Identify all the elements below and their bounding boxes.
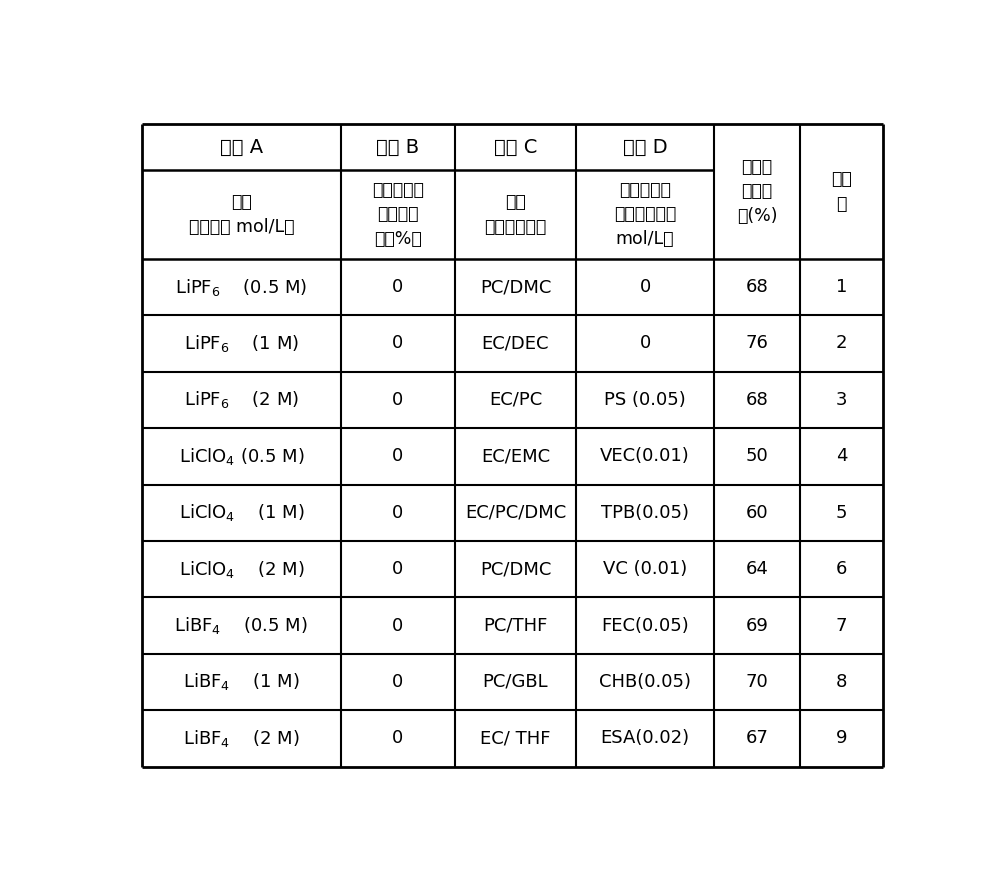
Text: EC/DEC: EC/DEC [482,334,549,353]
Text: 2: 2 [836,334,847,353]
Text: 0: 0 [392,673,403,691]
Text: LiClO$_4$    (1 M): LiClO$_4$ (1 M) [179,502,304,523]
Text: 76: 76 [746,334,768,353]
Text: TPB(0.05): TPB(0.05) [601,504,689,522]
Text: 电池容
量百分
率(%): 电池容 量百分 率(%) [737,158,777,225]
Text: 69: 69 [746,617,768,634]
Text: LiPF$_6$    (1 M): LiPF$_6$ (1 M) [184,333,299,354]
Text: 6: 6 [836,560,847,578]
Text: 锂盐
（摸尔浓 mol/L）: 锂盐 （摸尔浓 mol/L） [189,193,294,235]
Text: EC/EMC: EC/EMC [481,447,550,466]
Text: 0: 0 [392,560,403,578]
Text: 7: 7 [836,617,847,634]
Text: 0: 0 [392,617,403,634]
Text: 0: 0 [639,278,651,296]
Text: LiBF$_4$    (1 M): LiBF$_4$ (1 M) [183,671,300,692]
Text: EC/ THF: EC/ THF [480,730,551,747]
Text: 0: 0 [392,504,403,522]
Text: 含氟化合物
（质量分
数，%）: 含氟化合物 （质量分 数，%） [372,181,424,248]
Text: 1: 1 [836,278,847,296]
Text: ESA(0.02): ESA(0.02) [601,730,690,747]
Text: CHB(0.05): CHB(0.05) [599,673,691,691]
Text: LiBF$_4$    (0.5 M): LiBF$_4$ (0.5 M) [174,615,308,636]
Text: 0: 0 [392,447,403,466]
Text: LiClO$_4$    (2 M): LiClO$_4$ (2 M) [179,558,304,579]
Text: 0: 0 [392,391,403,409]
Text: PC/GBL: PC/GBL [483,673,548,691]
Text: 溶剂
（等体积比）: 溶剂 （等体积比） [484,193,547,235]
Text: 64: 64 [746,560,768,578]
Text: 70: 70 [746,673,768,691]
Text: 68: 68 [746,391,768,409]
Text: 60: 60 [746,504,768,522]
Text: EC/PC: EC/PC [489,391,542,409]
Text: 0: 0 [639,334,651,353]
Text: LiBF$_4$    (2 M): LiBF$_4$ (2 M) [183,728,300,749]
Text: 0: 0 [392,334,403,353]
Text: PC/DMC: PC/DMC [480,278,551,296]
Text: 组分 D: 组分 D [623,137,667,157]
Text: VEC(0.01): VEC(0.01) [600,447,690,466]
Text: 实施
例: 实施 例 [831,171,852,213]
Text: 9: 9 [836,730,847,747]
Text: PC/THF: PC/THF [483,617,548,634]
Text: VC (0.01): VC (0.01) [603,560,687,578]
Text: LiClO$_4$ (0.5 M): LiClO$_4$ (0.5 M) [179,446,304,467]
Text: 组分 A: 组分 A [220,137,263,157]
Text: EC/PC/DMC: EC/PC/DMC [465,504,566,522]
Text: 0: 0 [392,730,403,747]
Text: 4: 4 [836,447,847,466]
Text: PC/DMC: PC/DMC [480,560,551,578]
Text: 0: 0 [392,278,403,296]
Text: 67: 67 [746,730,768,747]
Text: 68: 68 [746,278,768,296]
Text: 组分 C: 组分 C [494,137,537,157]
Text: 8: 8 [836,673,847,691]
Text: 50: 50 [746,447,768,466]
Text: FEC(0.05): FEC(0.05) [601,617,689,634]
Text: LiPF$_6$    (2 M): LiPF$_6$ (2 M) [184,389,299,410]
Text: 功能添加剂
（摸尔浓度，
mol/L）: 功能添加剂 （摸尔浓度， mol/L） [614,181,676,248]
Text: 5: 5 [836,504,847,522]
Text: 3: 3 [836,391,847,409]
Text: 组分 B: 组分 B [376,137,419,157]
Text: PS (0.05): PS (0.05) [604,391,686,409]
Text: LiPF$_6$    (0.5 M): LiPF$_6$ (0.5 M) [175,276,307,298]
